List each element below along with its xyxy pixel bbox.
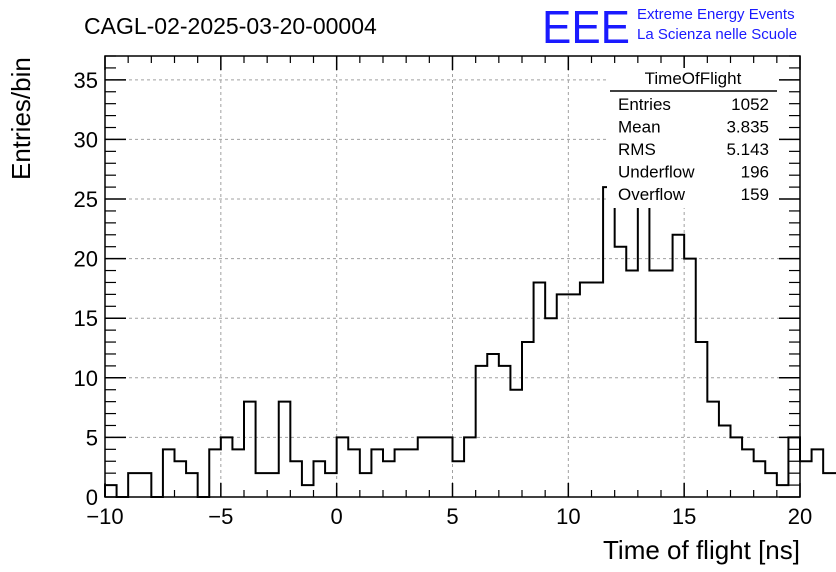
x-tick-label: 5 (446, 504, 458, 529)
stat-value: 1052 (731, 95, 769, 114)
histogram-outline (104, 78, 836, 498)
x-tick-label: 15 (672, 504, 696, 529)
eee-logo: EEE Extreme Energy Events La Scienza nel… (542, 1, 797, 53)
stat-label: Overflow (618, 185, 686, 204)
y-tick-label: 5 (86, 425, 98, 450)
y-tick-label: 20 (74, 247, 98, 272)
stats-box: TimeOfFlight Entries 1052 Mean 3.835 RMS 5.14… (607, 68, 779, 208)
stat-label: Underflow (618, 163, 695, 182)
y-tick-label: 0 (86, 485, 98, 510)
x-tick-label: 20 (788, 504, 812, 529)
y-tick-label: 25 (74, 187, 98, 212)
y-tick-label: 30 (74, 127, 98, 152)
y-tick-label: 35 (74, 68, 98, 93)
y-tick-label: 15 (74, 306, 98, 331)
y-axis-title: Entries/bin (6, 57, 36, 180)
axis-ticks: −10 −5 0 5 10 15 20 0 5 10 15 20 25 30 35 (74, 55, 812, 529)
logo-letters: EEE (542, 1, 630, 53)
stats-title: TimeOfFlight (645, 69, 742, 88)
logo-line1: Extreme Energy Events (637, 6, 795, 23)
stat-label: Entries (618, 95, 671, 114)
stat-value: 196 (741, 163, 769, 182)
x-tick-label: 10 (556, 504, 580, 529)
stat-value: 159 (741, 185, 769, 204)
x-tick-label: −10 (86, 504, 123, 529)
stat-value: 5.143 (726, 140, 769, 159)
stat-label: Mean (618, 118, 661, 137)
logo-line2: La Scienza nelle Scuole (637, 26, 797, 43)
x-tick-label: 0 (331, 504, 343, 529)
y-tick-label: 10 (74, 366, 98, 391)
stat-value: 3.835 (726, 118, 769, 137)
x-axis-title: Time of flight [ns] (603, 535, 800, 565)
stats-rows: Entries 1052 Mean 3.835 RMS 5.143 Underflow 196… (618, 95, 769, 204)
stat-label: RMS (618, 140, 656, 159)
chart-title: CAGL-02-2025-03-20-00004 (84, 13, 377, 39)
x-tick-label: −5 (208, 504, 233, 529)
